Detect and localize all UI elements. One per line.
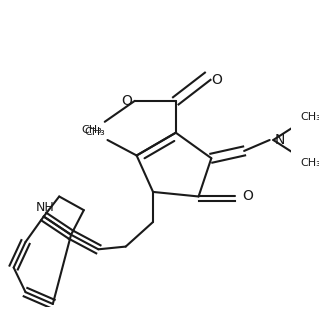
Text: NH: NH xyxy=(36,201,55,214)
Text: N: N xyxy=(275,133,286,147)
Text: O: O xyxy=(211,73,222,87)
Text: O: O xyxy=(121,94,132,108)
Text: CH₃: CH₃ xyxy=(300,158,319,168)
Text: CH₃: CH₃ xyxy=(300,112,319,122)
Text: O: O xyxy=(242,189,253,204)
Text: CH₃: CH₃ xyxy=(84,127,105,137)
Text: CH₃: CH₃ xyxy=(81,125,102,134)
